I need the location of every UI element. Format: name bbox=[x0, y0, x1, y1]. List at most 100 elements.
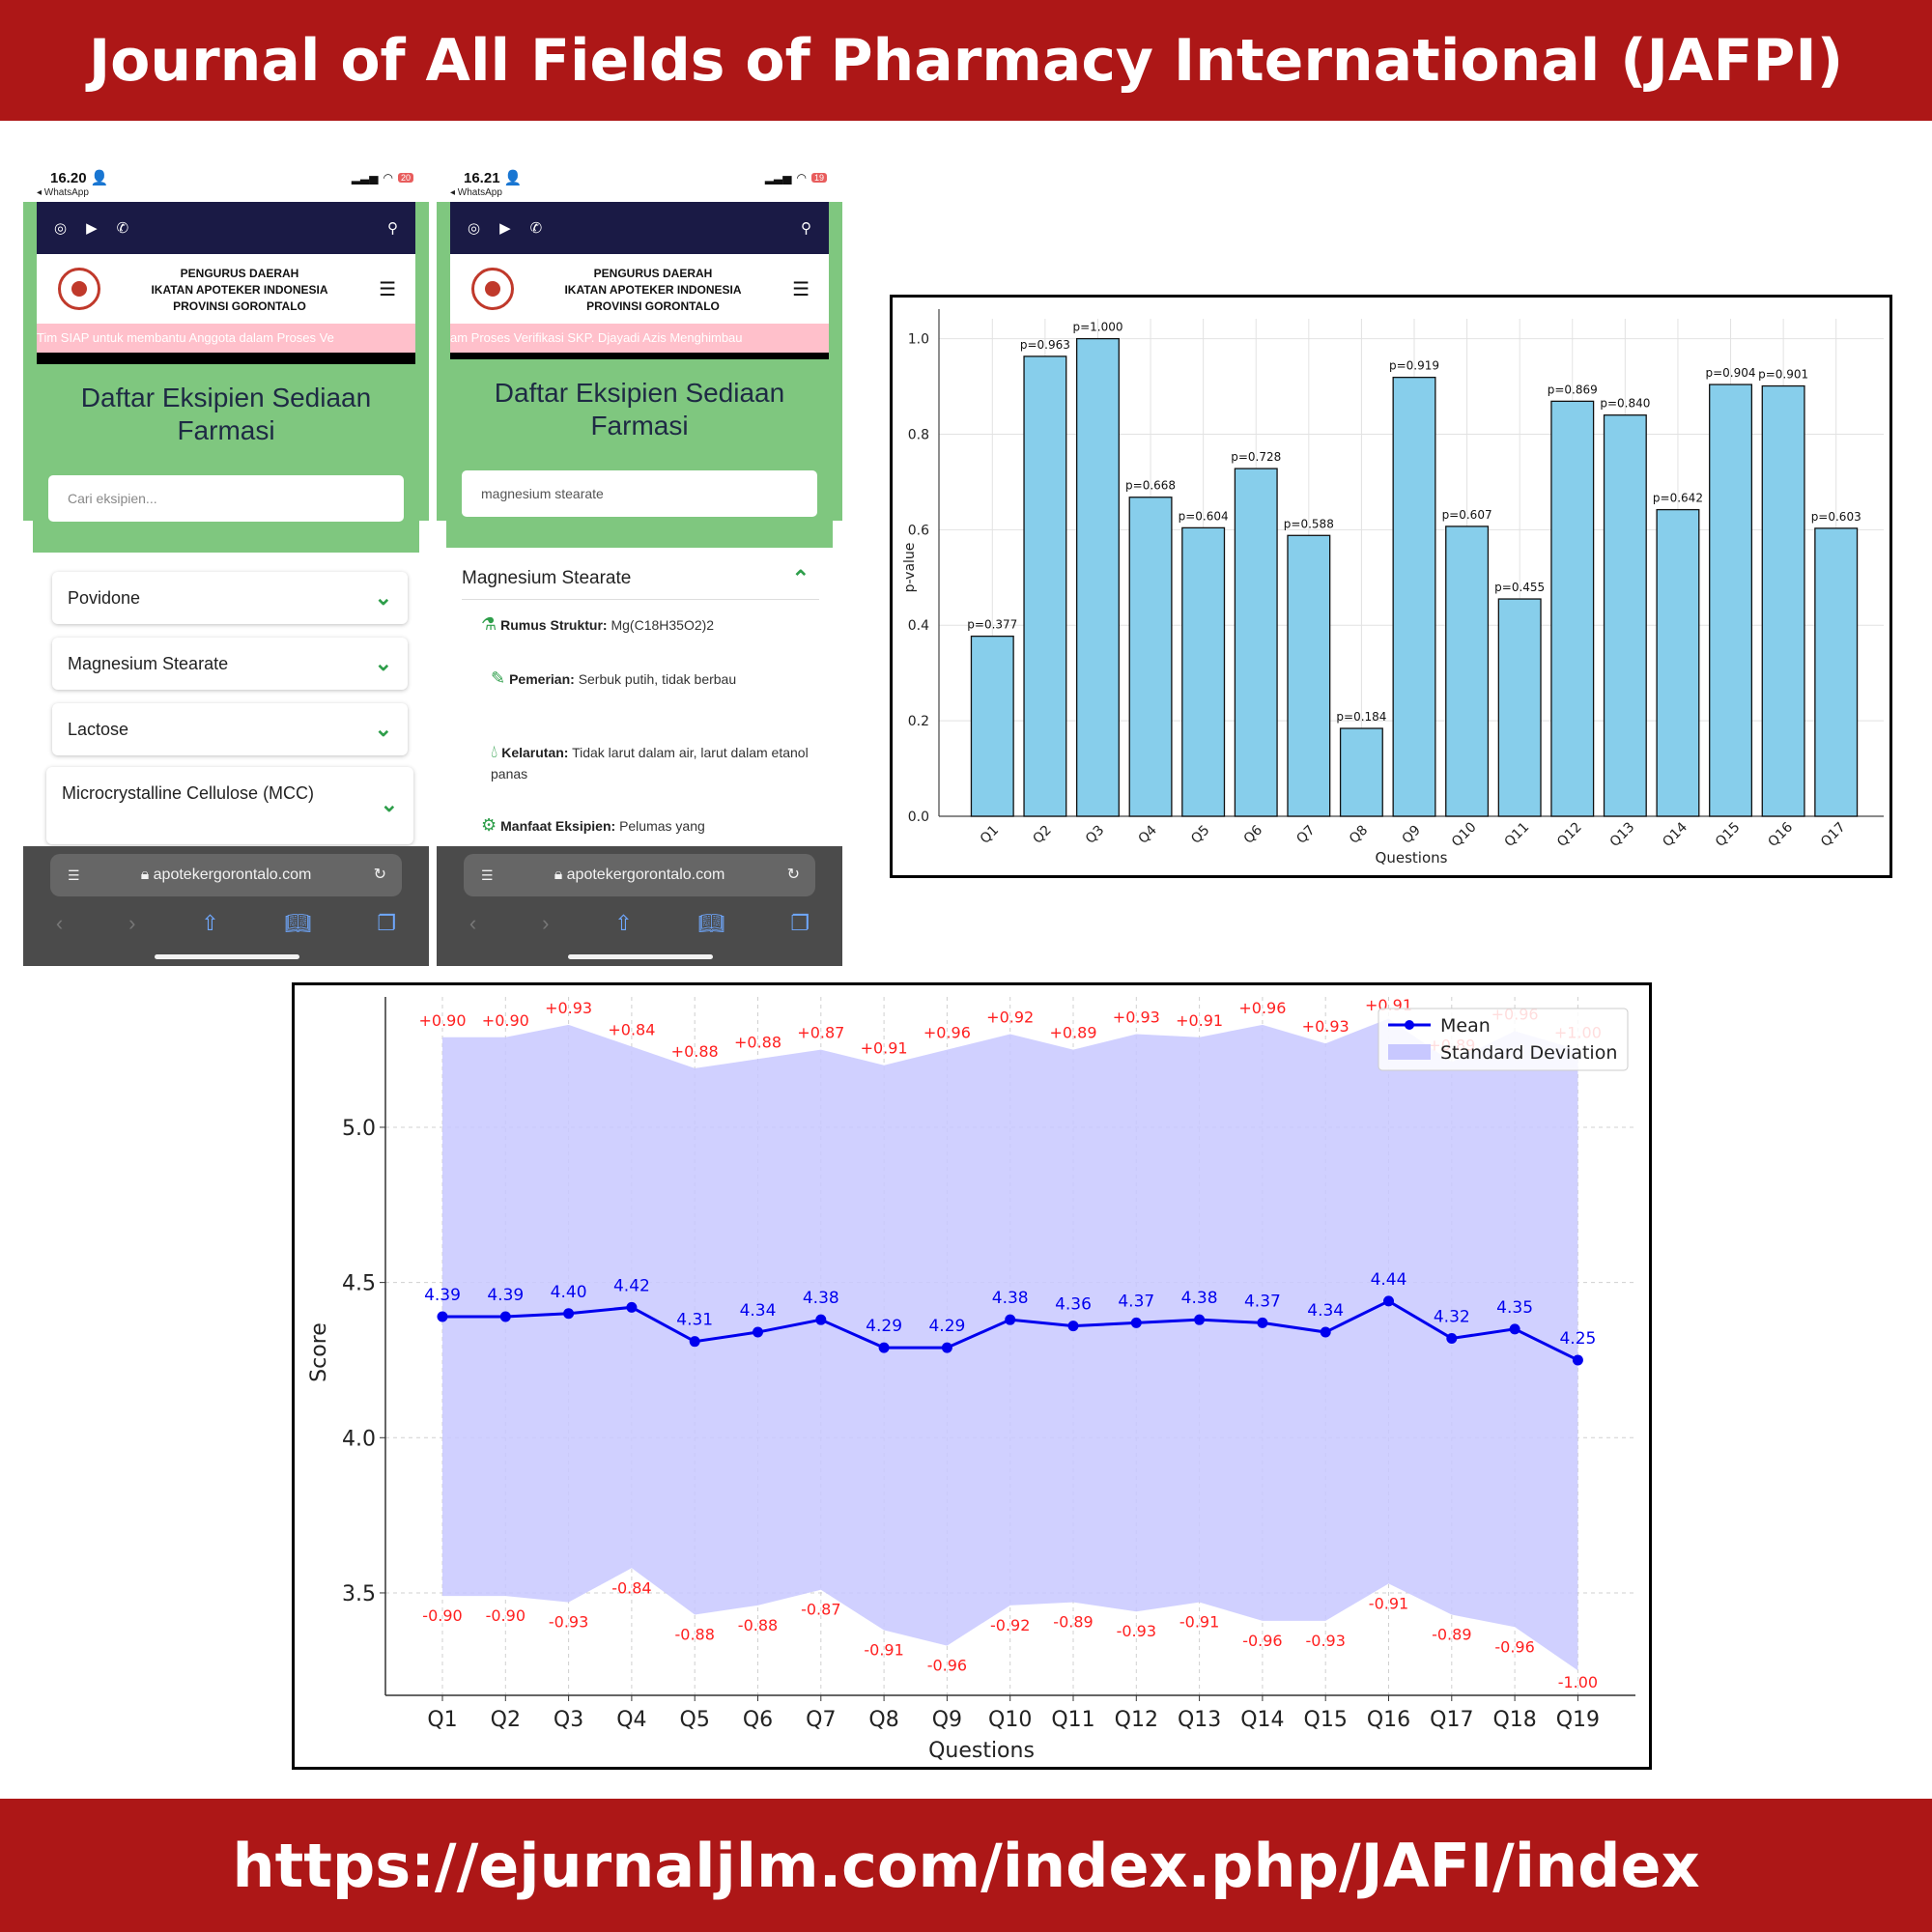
whatsapp-icon[interactable]: ✆ bbox=[116, 220, 129, 237]
y-tick-label: 0.0 bbox=[908, 810, 929, 825]
news-ticker: am Proses Verifikasi SKP. Djayadi Azis M… bbox=[450, 324, 829, 353]
page-settings-icon[interactable]: ☰ bbox=[481, 867, 494, 883]
signal-icon: ▂▃▅ bbox=[351, 171, 379, 185]
x-tick-label: Q8 bbox=[868, 1708, 898, 1732]
x-tick-label: Q11 bbox=[1051, 1708, 1094, 1732]
sd-minus-label: -0.96 bbox=[1242, 1632, 1282, 1650]
forward-icon[interactable]: › bbox=[128, 911, 136, 935]
back-to-whatsapp-link[interactable]: ◂ WhatsApp bbox=[450, 187, 502, 198]
gears-icon: ⚙ bbox=[481, 815, 497, 835]
search-input[interactable]: magnesium stearate bbox=[462, 470, 817, 517]
chevron-down-icon: ⌄ bbox=[380, 792, 398, 816]
sd-minus-label: -0.87 bbox=[801, 1601, 840, 1619]
status-bar: 16.21 👤 ◂ WhatsApp ▂▃▅ ◠ 19 bbox=[437, 159, 842, 202]
x-tick-label: Q3 bbox=[1083, 822, 1107, 846]
mean-value-label: 4.29 bbox=[928, 1317, 965, 1336]
forward-icon[interactable]: › bbox=[542, 911, 550, 935]
accordion-item[interactable]: Lactose ⌄ bbox=[52, 703, 408, 755]
share-icon[interactable]: ⇧ bbox=[201, 911, 219, 935]
mean-point bbox=[437, 1311, 448, 1322]
x-tick-label: Q4 bbox=[616, 1708, 646, 1732]
youtube-icon[interactable]: ▶ bbox=[499, 220, 511, 237]
x-tick-label: Q15 bbox=[1304, 1708, 1348, 1732]
search-icon[interactable]: ⚲ bbox=[801, 220, 811, 237]
bar-value-label: p=0.642 bbox=[1653, 492, 1703, 505]
x-tick-label: Q12 bbox=[1115, 1708, 1158, 1732]
bar bbox=[1603, 414, 1647, 817]
browser-toolbar: ‹ › ⇧ 📖︎ ❐ bbox=[437, 906, 842, 941]
x-tick-label: Q10 bbox=[988, 1708, 1032, 1732]
mean-value-label: 4.42 bbox=[613, 1276, 650, 1295]
sd-plus-label: +0.87 bbox=[797, 1024, 844, 1042]
bookmarks-icon[interactable]: 📖︎ bbox=[284, 911, 312, 935]
mean-point bbox=[941, 1342, 952, 1353]
back-icon[interactable]: ‹ bbox=[469, 911, 477, 935]
sd-minus-label: -0.88 bbox=[674, 1625, 714, 1643]
mean-value-label: 4.35 bbox=[1496, 1298, 1533, 1318]
detail-formula: ⚗ Rumus Struktur: Mg(C18H35O2)2 bbox=[481, 614, 715, 634]
mean-value-label: 4.38 bbox=[1181, 1289, 1218, 1308]
hamburger-menu-icon[interactable]: ☰ bbox=[792, 279, 810, 300]
lock-icon: 🔒︎ bbox=[140, 867, 154, 883]
accordion-item[interactable]: Microcrystalline Cellulose (MCC) ⌄ bbox=[46, 767, 413, 844]
bar bbox=[1550, 400, 1595, 817]
mean-value-label: 4.37 bbox=[1244, 1292, 1281, 1311]
bar-value-label: p=0.607 bbox=[1442, 508, 1492, 522]
x-tick-label: Q16 bbox=[1367, 1708, 1410, 1732]
y-tick-label: 3.5 bbox=[342, 1582, 376, 1606]
hamburger-menu-icon[interactable]: ☰ bbox=[379, 279, 396, 300]
home-indicator bbox=[568, 954, 713, 959]
wifi-icon: ◠ bbox=[383, 171, 393, 185]
search-icon[interactable]: ⚲ bbox=[387, 220, 398, 237]
x-tick-label: Q17 bbox=[1430, 1708, 1473, 1732]
search-input[interactable]: Cari eksipien... bbox=[48, 475, 404, 522]
excipient-header: Daftar Eksipien Sediaan Farmasi magnesiu… bbox=[446, 359, 833, 548]
whatsapp-icon[interactable]: ✆ bbox=[529, 220, 543, 237]
mean-point bbox=[1005, 1314, 1016, 1325]
accordion-item-expanded[interactable]: Magnesium Stearate ⌃ bbox=[462, 557, 819, 600]
accordion-item[interactable]: Povidone ⌄ bbox=[52, 572, 408, 624]
sd-minus-label: -0.91 bbox=[1179, 1613, 1219, 1632]
back-to-whatsapp-link[interactable]: ◂ WhatsApp bbox=[37, 187, 89, 198]
status-time: 16.21 👤 bbox=[464, 170, 523, 186]
legend-mean-marker bbox=[1405, 1020, 1414, 1030]
chevron-down-icon: ⌄ bbox=[374, 717, 392, 741]
back-icon[interactable]: ‹ bbox=[55, 911, 64, 935]
mean-value-label: 4.32 bbox=[1434, 1307, 1470, 1326]
site-navbar: ◎ ▶ ✆ ⚲ bbox=[37, 202, 415, 254]
x-tick-label: Q2 bbox=[1030, 822, 1054, 846]
mean-value-label: 4.25 bbox=[1559, 1329, 1596, 1349]
bar-value-label: p=0.588 bbox=[1284, 517, 1334, 530]
reload-icon[interactable]: ↻ bbox=[786, 867, 800, 883]
x-tick-label: Q17 bbox=[1818, 819, 1849, 850]
url-bar[interactable]: ☰ 🔒︎ apotekergorontalo.com ↻ bbox=[464, 854, 815, 896]
sd-minus-label: -0.92 bbox=[990, 1616, 1030, 1634]
org-name: PENGURUS DAERAH IKATAN APOTEKER INDONESI… bbox=[564, 267, 742, 313]
accordion-item[interactable]: Magnesium Stearate ⌄ bbox=[52, 638, 408, 690]
mean-point bbox=[689, 1336, 700, 1348]
url-bar[interactable]: ☰ 🔒︎ apotekergorontalo.com ↻ bbox=[50, 854, 402, 896]
journal-url-banner: https://ejurnaljlm.com/index.php/JAFI/in… bbox=[0, 1799, 1932, 1932]
tabs-icon[interactable]: ❐ bbox=[790, 911, 810, 935]
tabs-icon[interactable]: ❐ bbox=[377, 911, 397, 935]
sd-minus-label: -0.93 bbox=[1305, 1632, 1345, 1650]
bar bbox=[1023, 355, 1067, 817]
instagram-icon[interactable]: ◎ bbox=[54, 220, 68, 237]
mean-value-label: 4.40 bbox=[551, 1283, 587, 1302]
page-settings-icon[interactable]: ☰ bbox=[68, 867, 80, 883]
battery-icon: 19 bbox=[810, 173, 827, 183]
bookmarks-icon[interactable]: 📖︎ bbox=[697, 911, 725, 935]
sd-minus-label: -0.90 bbox=[422, 1606, 462, 1625]
reload-icon[interactable]: ↻ bbox=[373, 867, 386, 883]
share-icon[interactable]: ⇧ bbox=[614, 911, 633, 935]
instagram-icon[interactable]: ◎ bbox=[468, 220, 481, 237]
bar-value-label: p=0.901 bbox=[1758, 368, 1808, 382]
youtube-icon[interactable]: ▶ bbox=[86, 220, 98, 237]
sd-plus-label: +0.91 bbox=[1176, 1011, 1223, 1030]
x-tick-label: Q7 bbox=[1293, 822, 1318, 846]
bar-value-label: p=0.728 bbox=[1231, 450, 1281, 464]
phone-screenshot-2: 16.21 👤 ◂ WhatsApp ▂▃▅ ◠ 19 ◎ ▶ ✆ ⚲ PENG… bbox=[437, 159, 842, 966]
wifi-icon: ◠ bbox=[796, 171, 807, 185]
sd-band bbox=[442, 1018, 1578, 1671]
